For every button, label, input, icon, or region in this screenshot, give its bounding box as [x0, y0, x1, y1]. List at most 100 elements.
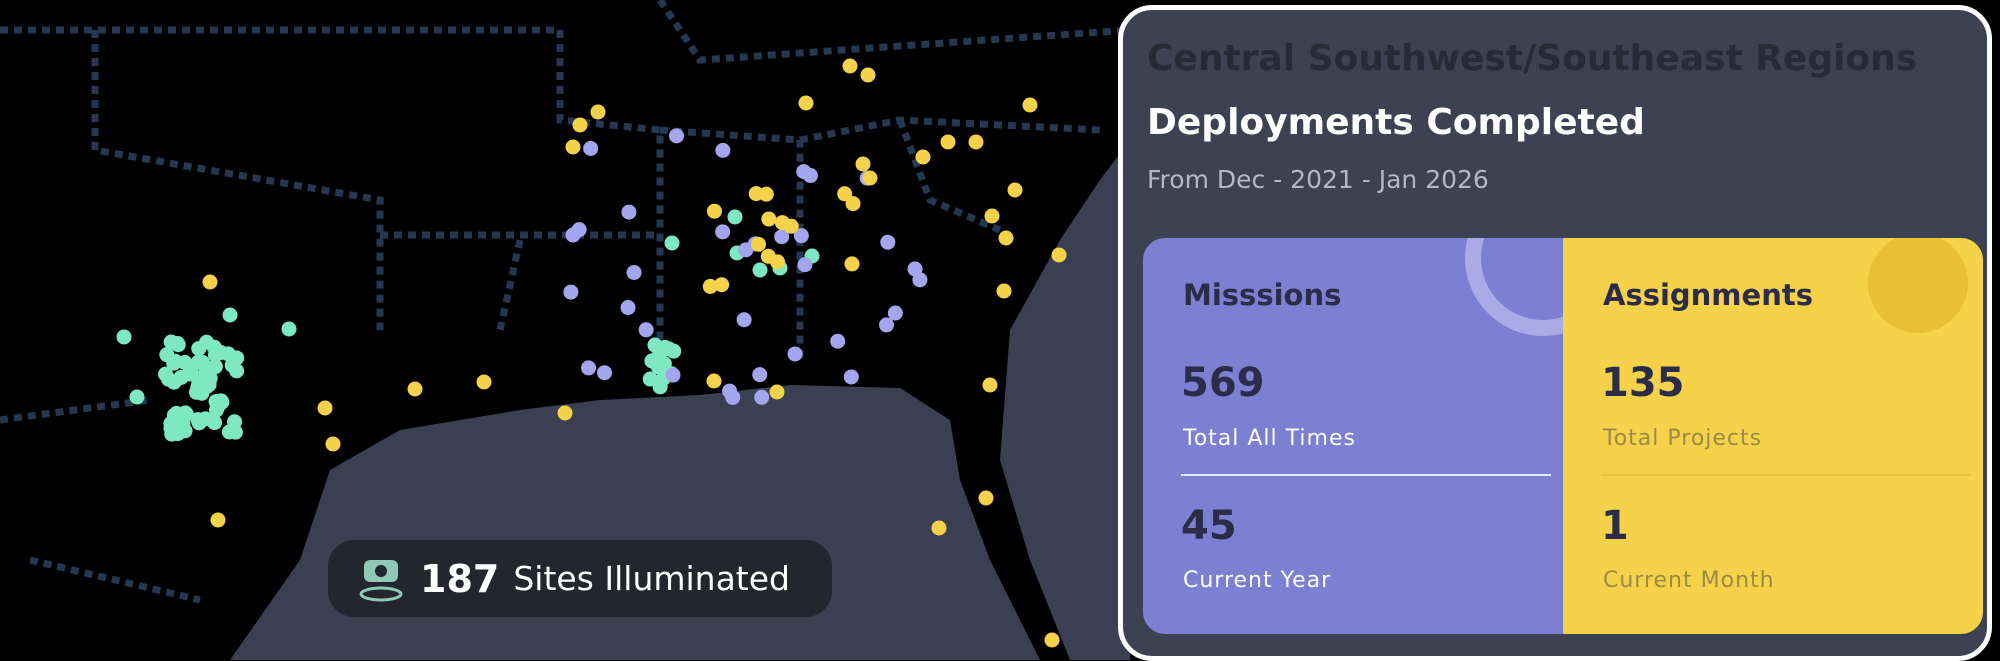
site-dot [669, 128, 685, 144]
site-dot [210, 398, 226, 414]
site-dot [163, 334, 179, 350]
site-dot [565, 139, 581, 155]
stat-value: 135 [1601, 360, 1685, 406]
site-dot [770, 254, 786, 270]
site-dot [736, 312, 752, 328]
site-dot [907, 261, 923, 277]
site-dot [996, 283, 1012, 299]
site-dot [725, 389, 741, 405]
site-dot [224, 357, 240, 373]
site-dot [590, 104, 606, 120]
site-dot [761, 211, 777, 227]
site-dot [855, 156, 871, 172]
decor [1465, 238, 1563, 336]
site-dot [842, 58, 858, 74]
site-dot [597, 365, 613, 381]
site-dot [880, 234, 896, 250]
panel-title: Deployments Completed [1147, 102, 1645, 143]
site-dot [727, 209, 743, 225]
site-dot [715, 142, 731, 158]
site-dot [220, 346, 236, 362]
site-dot [715, 224, 731, 240]
stat-value: 1 [1601, 503, 1629, 549]
site-dot [702, 278, 718, 294]
site-dot [174, 411, 190, 427]
site-dot [664, 235, 680, 251]
map [0, 0, 1130, 660]
site-dot [1051, 247, 1067, 263]
site-dot [222, 307, 238, 323]
stat-label: Total All Times [1183, 426, 1356, 451]
badge-icon [359, 559, 403, 601]
site-dot [652, 379, 668, 395]
site-dot [845, 196, 861, 212]
site-dot [802, 168, 818, 184]
site-dot [177, 354, 193, 370]
site-dot [783, 218, 799, 234]
site-dot [915, 149, 931, 165]
site-dot [940, 134, 956, 150]
stats-panel: Central Southwest/Southeast Regions Depl… [1118, 5, 1992, 661]
site-dot [557, 405, 573, 421]
site-dot [998, 230, 1014, 246]
site-dot [572, 117, 588, 133]
site-dot [626, 264, 642, 280]
site-dot [621, 204, 637, 220]
site-dot [968, 134, 984, 150]
site-dot [844, 256, 860, 272]
site-dot [158, 366, 174, 382]
site-dot [164, 426, 180, 442]
stat-label: Total Projects [1603, 426, 1763, 451]
site-dot [798, 95, 814, 111]
site-dot [129, 389, 145, 405]
logo [1868, 238, 1968, 333]
site-dot [879, 317, 895, 333]
card-title: Assignments [1603, 278, 1813, 312]
assignments-card: Assignments 135 Total Projects 1 Current… [1563, 238, 1983, 634]
site-dot [565, 227, 581, 243]
site-dot [317, 400, 333, 416]
divider [1601, 474, 1971, 476]
sites-count: 187 [420, 556, 500, 601]
site-dot [650, 353, 666, 369]
site-dot [860, 67, 876, 83]
site-dot [116, 329, 132, 345]
site-dot [202, 274, 218, 290]
site-dot [793, 228, 809, 244]
site-dot [706, 203, 722, 219]
site-dot [752, 367, 768, 383]
region: Central Southwest/Southeast Regions [1147, 38, 1918, 79]
site-dot [797, 257, 813, 273]
site-dot [931, 520, 947, 536]
site-dot [984, 208, 1000, 224]
site-dot [738, 242, 754, 258]
site-dot [638, 322, 654, 338]
site-dot [199, 334, 215, 350]
site-dot [830, 333, 846, 349]
site-dot [210, 512, 226, 528]
card-title: Misssions [1183, 278, 1342, 312]
site-dot [769, 384, 785, 400]
site-dot [201, 377, 217, 393]
sites-badge: 187 Sites Illuminated [328, 540, 832, 617]
site-dot [476, 374, 492, 390]
missions-card: Misssions 569 Total All Times 45 Current… [1143, 238, 1563, 634]
site-dot [177, 423, 193, 439]
site-dot [837, 186, 853, 202]
site-dot [843, 369, 859, 385]
site-dot [751, 236, 767, 252]
site-dot [159, 347, 175, 363]
site-dot [1044, 632, 1060, 648]
site-dot [982, 377, 998, 393]
site-dot [887, 305, 903, 321]
site-dot [583, 140, 599, 156]
site-dot [754, 389, 770, 405]
stat-label: Current Year [1183, 568, 1332, 593]
sites-label: Sites Illuminated [513, 559, 790, 598]
period: From Dec - 2021 - Jan 2026 [1147, 165, 1489, 194]
site-dot [654, 342, 670, 358]
site-dot [192, 354, 208, 370]
stat-value: 569 [1181, 360, 1265, 406]
site-dot [752, 262, 768, 278]
